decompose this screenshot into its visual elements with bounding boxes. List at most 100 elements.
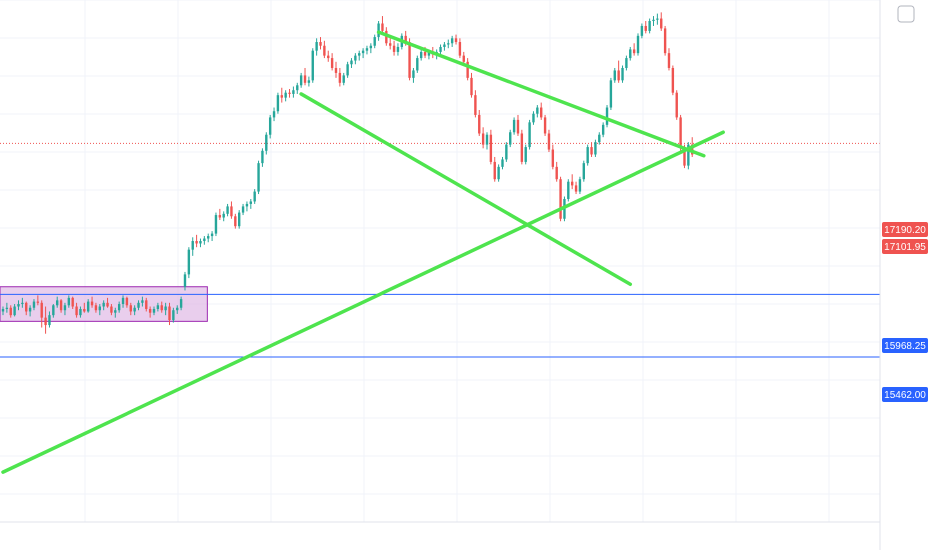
candle [551, 144, 555, 170]
candle [276, 92, 280, 114]
candle-body [56, 300, 59, 306]
candle [249, 198, 253, 209]
candle-body [354, 55, 357, 61]
candle [640, 23, 644, 39]
candle [644, 21, 647, 34]
candle-body [176, 307, 179, 311]
candle-body [40, 302, 43, 318]
candle-body [547, 133, 551, 150]
trendline[interactable] [299, 92, 633, 287]
candle-body [210, 233, 214, 237]
candle-body [594, 142, 597, 155]
trendline[interactable] [1, 130, 725, 474]
candle-body [17, 304, 20, 307]
candle [412, 67, 415, 83]
candle-body [656, 18, 659, 20]
candle-body [516, 119, 520, 134]
candle-body [389, 43, 392, 46]
price-label-bg [882, 338, 928, 353]
candle-body [83, 308, 86, 312]
candle [598, 132, 601, 145]
candle [392, 40, 396, 56]
candle-body [350, 60, 353, 65]
candle [543, 114, 547, 136]
candle [148, 306, 152, 318]
candle-body [245, 203, 249, 207]
candle-body [183, 274, 187, 287]
candle-body [532, 113, 535, 123]
candle-body [621, 67, 624, 81]
candle-body [106, 302, 109, 307]
candle-body [609, 80, 613, 108]
candle-body [5, 307, 9, 309]
trendlines [1, 30, 725, 474]
candle-body [605, 107, 609, 125]
candle [268, 114, 272, 139]
candle-body [501, 159, 504, 167]
trendline[interactable] [376, 30, 706, 158]
candle-body [439, 46, 442, 52]
candle [5, 302, 9, 313]
candle-body [346, 64, 349, 76]
candle [416, 55, 419, 73]
candle [369, 43, 373, 54]
candle-body [396, 46, 400, 52]
candle [156, 302, 160, 312]
candle [570, 174, 574, 190]
candle [67, 295, 71, 308]
settings-square-icon[interactable] [897, 5, 915, 23]
candle-body [63, 305, 67, 311]
candle [540, 102, 543, 120]
candle [350, 58, 353, 68]
price-label-bg [882, 239, 928, 254]
candle [32, 299, 36, 311]
candle [94, 302, 98, 313]
candle-body [148, 308, 152, 313]
candle [528, 119, 531, 150]
candle [512, 117, 516, 135]
candle-body [454, 38, 458, 43]
candle [13, 304, 16, 317]
candle-body [629, 49, 632, 59]
candle-body [129, 305, 132, 312]
candle-body [137, 302, 140, 308]
candle [578, 176, 582, 195]
candle [660, 12, 663, 31]
candle [133, 305, 136, 316]
candle [303, 67, 307, 86]
candle-body [462, 55, 465, 62]
candle [327, 50, 330, 62]
candle [284, 90, 287, 102]
candle [176, 305, 179, 314]
candle-body [644, 25, 647, 31]
candle-body [478, 114, 481, 134]
candle-body [470, 77, 473, 96]
candle [338, 67, 342, 87]
candle-body [307, 80, 311, 83]
candle [675, 90, 678, 120]
candle-body [79, 308, 82, 316]
candle [648, 18, 651, 34]
candle-body [358, 53, 361, 56]
price-labels: 17190.20 17101.95 15968.25 15462.00 [882, 222, 928, 402]
candle [230, 201, 233, 219]
candle [152, 306, 156, 316]
candle [656, 13, 659, 25]
candle-body [567, 181, 570, 199]
candle-body [21, 302, 24, 305]
candle [632, 43, 636, 56]
candle [590, 142, 593, 157]
candle [125, 296, 129, 308]
candle-body [222, 213, 225, 218]
candle [288, 88, 291, 98]
candle [9, 305, 12, 318]
candle-body [257, 163, 260, 192]
candle [365, 45, 369, 55]
candle [667, 48, 671, 71]
candle-body [687, 144, 690, 166]
candle-body [191, 241, 194, 250]
candle-body [582, 163, 585, 180]
candle-body [94, 305, 98, 311]
